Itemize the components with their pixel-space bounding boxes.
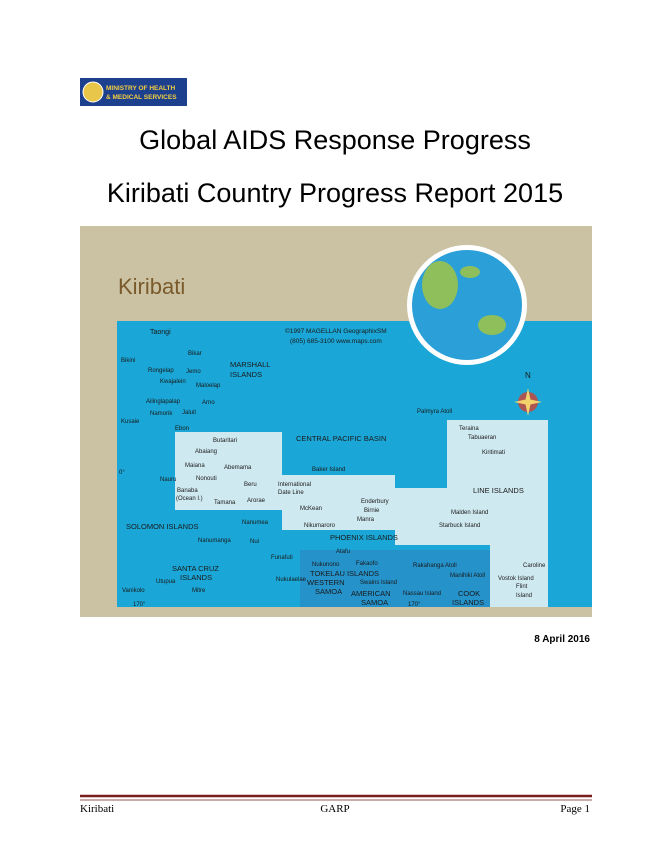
map-label: Banaba bbox=[177, 488, 198, 494]
map-label: SAMOA bbox=[315, 587, 342, 596]
map-label: Taongi bbox=[150, 329, 171, 336]
map-label: ISLANDS bbox=[452, 598, 484, 607]
map-label: 170° bbox=[408, 602, 421, 608]
map-label: N bbox=[525, 371, 531, 380]
map-title: Kiribati bbox=[118, 274, 185, 299]
map-label: 170° bbox=[133, 602, 146, 608]
map-label: Nikumaroro bbox=[304, 523, 336, 529]
title: Global AIDS Response Progress bbox=[139, 125, 531, 155]
map-label: Beru bbox=[244, 482, 257, 488]
map-label: Nonouti bbox=[196, 476, 217, 482]
map-label: Enderbury bbox=[361, 499, 389, 505]
logo-emblem bbox=[82, 81, 104, 103]
map-label: COOK bbox=[458, 589, 480, 598]
map-label: MARSHALL bbox=[230, 360, 270, 369]
map-label: SOLOMON ISLANDS bbox=[126, 522, 199, 531]
map-label: Tabuaeran bbox=[468, 435, 496, 441]
map-label: Abaiang bbox=[195, 449, 217, 455]
map-label: Nassau Island bbox=[403, 591, 441, 597]
map-label: TOKELAU ISLANDS bbox=[310, 569, 379, 578]
map-label: Malden Island bbox=[451, 510, 488, 516]
map-label: Atafu bbox=[336, 549, 350, 555]
map-label: Flint bbox=[516, 584, 528, 590]
map-label: Nanumanga bbox=[198, 538, 231, 544]
map-label: Date Line bbox=[278, 490, 304, 496]
map-label: Jemo bbox=[186, 369, 201, 375]
footer-center: GARP bbox=[320, 803, 349, 815]
map-label: Funafuti bbox=[271, 555, 293, 561]
globe-land bbox=[422, 261, 458, 309]
date: 8 April 2016 bbox=[534, 634, 590, 645]
map-label: Maloelap bbox=[196, 383, 221, 389]
logo-text: MINISTRY OF HEALTH bbox=[106, 85, 176, 92]
map-label: Kwajalein bbox=[160, 379, 186, 385]
map-label: Butaritari bbox=[213, 438, 237, 444]
map-label: Mitre bbox=[192, 588, 206, 594]
map-label: Vanikolo bbox=[122, 588, 145, 594]
map-label: Manihiki Atoll bbox=[450, 573, 485, 579]
map-label: Vostok Island bbox=[498, 576, 534, 582]
footer-left: Kiribati bbox=[80, 803, 114, 815]
map-label: Nukulaelae bbox=[276, 577, 307, 583]
map-label: Teraina bbox=[459, 426, 479, 432]
map-label: International bbox=[278, 482, 311, 488]
map-label: Bikar bbox=[188, 351, 202, 357]
logo-text: & MEDICAL SERVICES bbox=[106, 94, 177, 101]
map-label: Swains Island bbox=[360, 580, 397, 586]
map-label: Tamana bbox=[214, 500, 236, 506]
map-label: Jaluit bbox=[182, 410, 196, 416]
map-label: SAMOA bbox=[361, 598, 388, 607]
map-label: Starbuck Island bbox=[439, 523, 480, 529]
eez bbox=[175, 420, 548, 607]
map-label: Utupua bbox=[156, 579, 176, 585]
map-label: Bikini bbox=[121, 358, 135, 364]
map-label: Palmyra Atoll bbox=[417, 409, 452, 415]
map-label: Ebon bbox=[175, 426, 189, 432]
map-label: (805) 685-3100 www.maps.com bbox=[290, 338, 382, 345]
map-label: Nui bbox=[250, 539, 259, 545]
map-label: PHOENIX ISLANDS bbox=[330, 533, 398, 542]
map-label: CENTRAL PACIFIC BASIN bbox=[296, 434, 386, 443]
map-label: McKean bbox=[300, 506, 322, 512]
map-label: (Ocean I.) bbox=[176, 496, 203, 502]
map-label: Kiritimati bbox=[482, 450, 505, 456]
map-label: LINE ISLANDS bbox=[473, 486, 524, 495]
title: Kiribati Country Progress Report 2015 bbox=[107, 178, 563, 208]
map-label: SANTA CRUZ bbox=[172, 564, 219, 573]
map-label: Caroline bbox=[523, 563, 546, 569]
map-label: ISLANDS bbox=[230, 370, 262, 379]
map-label: Rakahanga Atoll bbox=[413, 563, 457, 569]
map-label: ISLANDS bbox=[180, 573, 212, 582]
map-label: Arno bbox=[202, 400, 215, 406]
map-label: Fakaofo bbox=[356, 561, 378, 567]
map-label: Abemama bbox=[224, 465, 252, 471]
map-label: Nauru bbox=[160, 477, 176, 483]
map-label: 0° bbox=[119, 470, 125, 476]
map-label: Arorae bbox=[247, 498, 266, 504]
map-label: AMERICAN bbox=[351, 589, 391, 598]
globe-land bbox=[460, 266, 480, 278]
map-label: Rongelap bbox=[148, 368, 174, 374]
map-label: WESTERN bbox=[307, 578, 345, 587]
map-label: Birnie bbox=[364, 508, 380, 514]
compass-rose bbox=[514, 388, 542, 416]
map-label: ©1997 MAGELLAN GeographixSM bbox=[285, 327, 387, 335]
map-label: Island bbox=[516, 593, 532, 599]
map-label: Namorik bbox=[150, 411, 173, 417]
region bbox=[300, 550, 490, 607]
map-label: Kusaie bbox=[121, 419, 140, 425]
footer-right: Page 1 bbox=[560, 803, 590, 815]
globe-land bbox=[478, 315, 506, 335]
map-label: Ailinglapalap bbox=[146, 399, 181, 405]
map-label: Manra bbox=[357, 517, 375, 523]
map-label: Maiana bbox=[185, 463, 205, 469]
map-label: Nanumea bbox=[242, 520, 269, 526]
map-label: Baker Island bbox=[312, 467, 345, 473]
map-label: Nukunono bbox=[312, 562, 340, 568]
